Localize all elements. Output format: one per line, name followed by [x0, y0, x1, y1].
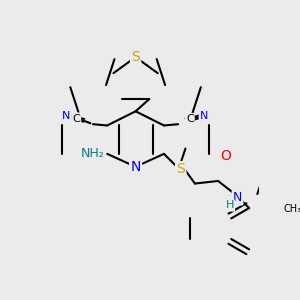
Text: H: H: [226, 200, 234, 211]
Text: N: N: [130, 160, 141, 174]
Text: N: N: [62, 112, 70, 122]
Text: N: N: [233, 191, 242, 204]
Text: O: O: [220, 149, 231, 164]
Text: S: S: [131, 50, 140, 64]
Text: C: C: [72, 113, 80, 124]
Text: N: N: [200, 112, 208, 122]
Text: C: C: [186, 114, 194, 124]
Text: CH₃: CH₃: [284, 204, 300, 214]
Text: S: S: [176, 162, 185, 176]
Text: NH₂: NH₂: [81, 147, 105, 161]
